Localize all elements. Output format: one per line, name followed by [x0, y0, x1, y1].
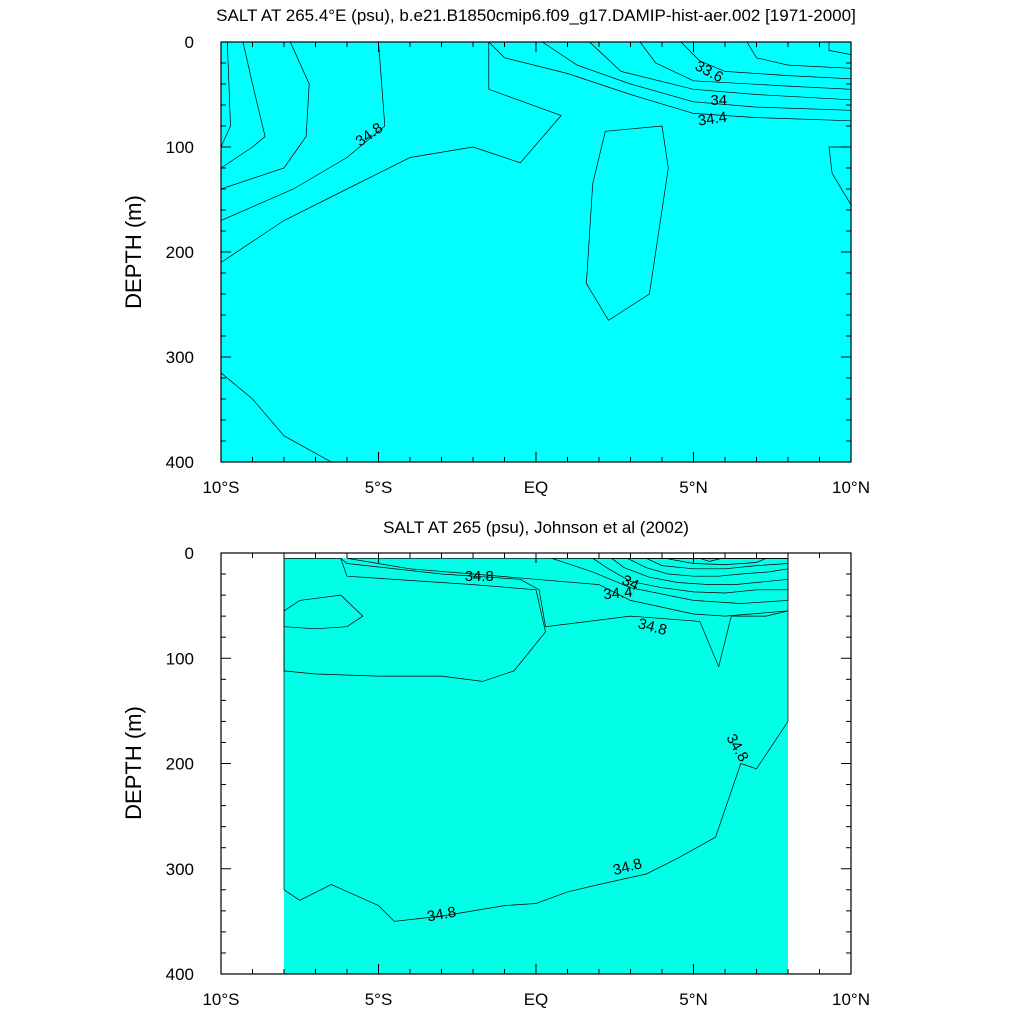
x-tick-label: 10°N	[832, 478, 870, 497]
contour-region-34	[639, 42, 851, 90]
contour-label-text: 34.8	[465, 568, 494, 585]
y-tick-label: 100	[166, 649, 194, 668]
contour-label: 34.8	[426, 904, 458, 926]
contour-region-34-2	[588, 42, 851, 101]
contour-region-34-9	[221, 42, 386, 221]
contour-region-34-4	[541, 42, 851, 111]
contour-region-34-8	[586, 125, 669, 321]
contour-region-34-9	[283, 557, 789, 922]
contour-region-34-8	[221, 42, 562, 263]
observed-panel-ylabel: DEPTH (m)	[121, 706, 146, 820]
y-tick-label: 300	[166, 348, 194, 367]
model-salinity-panel: SALT AT 265.4°E (psu), b.e21.B1850cmip6.…	[121, 6, 870, 497]
x-tick-label: 5°S	[365, 478, 393, 497]
contour-region-33-6	[665, 557, 767, 565]
contour-label-text: 34.8	[636, 615, 669, 639]
model-panel-title: SALT AT 265.4°E (psu), b.e21.B1850cmip6.…	[216, 6, 856, 25]
y-tick-label: 400	[166, 453, 194, 472]
y-tick-label: 100	[166, 138, 194, 157]
contour-background	[221, 42, 851, 462]
x-tick-label: 10°S	[202, 990, 239, 1009]
x-tick-label: 5°S	[365, 990, 393, 1009]
contour-region-35-1	[221, 42, 266, 169]
x-tick-label: 5°N	[679, 478, 708, 497]
contour-label-text: 34	[619, 572, 641, 594]
observed-salinity-panel: SALT AT 265 (psu), Johnson et al (2002) …	[121, 518, 870, 1009]
contour-label-text: 34.4	[697, 109, 728, 130]
y-tick-label: 400	[166, 965, 194, 984]
y-tick-label: 300	[166, 860, 194, 879]
contour-region-34-8	[828, 146, 851, 206]
contour-label: 34.8	[636, 615, 669, 639]
contour-region-35	[221, 42, 310, 190]
contour-label: 34.4	[603, 584, 634, 603]
contour-label-text: 34	[710, 92, 727, 109]
x-tick-label: EQ	[524, 478, 549, 497]
contour-label: 34	[619, 572, 641, 594]
contour-label: 34.8	[465, 568, 494, 585]
contour-label: 34.4	[697, 109, 728, 130]
contour-region-33-6	[746, 42, 851, 69]
y-tick-label: 0	[185, 544, 194, 563]
contour-region-33-8	[680, 42, 851, 80]
contour-region-35-1	[283, 594, 364, 630]
y-tick-label: 0	[185, 33, 194, 52]
contour-region-33-4	[699, 557, 722, 562]
contour-region-33-8	[646, 557, 789, 570]
contour-region-35	[283, 557, 546, 682]
contour-region-35-2	[221, 42, 231, 148]
contour-region-34-6	[221, 372, 333, 462]
contour-region-34-6	[488, 42, 851, 122]
observed-panel-title: SALT AT 265 (psu), Johnson et al (2002)	[383, 518, 689, 537]
contour-label: 34.8	[611, 855, 644, 879]
x-tick-label: 5°N	[679, 990, 708, 1009]
y-tick-label: 200	[166, 755, 194, 774]
contour-label-text: 34.4	[603, 584, 634, 603]
contour-label: 34	[710, 92, 727, 109]
model-panel-ylabel: DEPTH (m)	[121, 195, 146, 309]
contour-background	[284, 558, 788, 974]
contour-region-33-4	[828, 42, 851, 55]
x-tick-label: 10°S	[202, 478, 239, 497]
contour-label-text: 34.8	[426, 904, 458, 926]
contour-label-text: 34.8	[611, 855, 644, 879]
y-tick-label: 200	[166, 243, 194, 262]
x-tick-label: 10°N	[832, 990, 870, 1009]
x-tick-label: EQ	[524, 990, 549, 1009]
